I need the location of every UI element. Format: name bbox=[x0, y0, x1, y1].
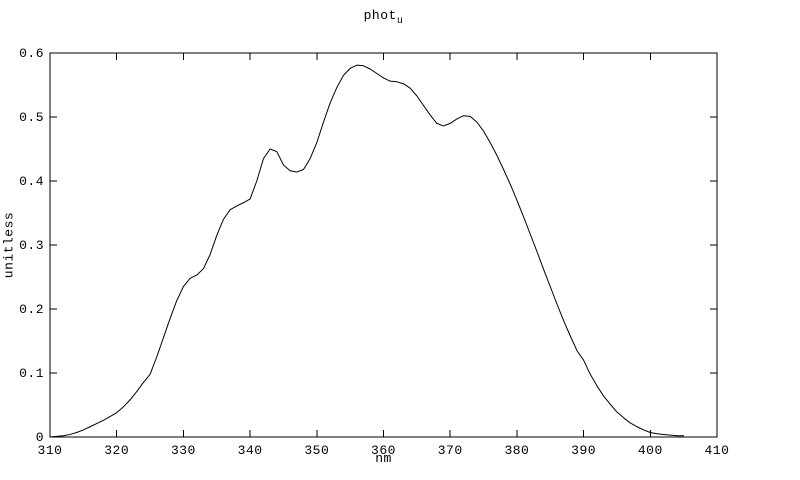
x-tick-label: 380 bbox=[504, 443, 529, 458]
chart-title-base: phot bbox=[363, 8, 397, 23]
chart-title-subscript: u bbox=[396, 16, 404, 27]
axis-tick-marks bbox=[49, 52, 718, 438]
plot-border bbox=[49, 52, 718, 438]
y-tick-label: 0.3 bbox=[19, 238, 44, 253]
data-curve bbox=[49, 64, 685, 438]
y-tick-label: 0.6 bbox=[19, 46, 44, 61]
y-tick-label: 0.5 bbox=[19, 110, 44, 125]
y-axis-label: unitless bbox=[1, 211, 17, 279]
x-tick-label: 350 bbox=[304, 443, 329, 458]
y-tick-label: 0.1 bbox=[19, 366, 44, 381]
x-tick-label: 370 bbox=[438, 443, 463, 458]
x-tick-label: 360 bbox=[371, 443, 396, 458]
y-tick-label: 0 bbox=[36, 430, 44, 445]
x-tick-label: 330 bbox=[171, 443, 196, 458]
axis-tick-labels: 310 320 330 340 350 360 370 380 390 400 410 0 0.1 0.2… bbox=[19, 46, 729, 458]
chart-title: photu bbox=[50, 8, 717, 27]
x-tick-label: 390 bbox=[571, 443, 596, 458]
y-tick-label: 0.2 bbox=[19, 302, 44, 317]
x-tick-label: 400 bbox=[638, 443, 663, 458]
x-tick-label: 310 bbox=[38, 443, 63, 458]
x-tick-label: 320 bbox=[104, 443, 129, 458]
x-tick-label: 340 bbox=[238, 443, 263, 458]
x-tick-label: 410 bbox=[705, 443, 730, 458]
x-axis-label: nm bbox=[375, 451, 392, 466]
y-tick-label: 0.4 bbox=[19, 174, 44, 189]
